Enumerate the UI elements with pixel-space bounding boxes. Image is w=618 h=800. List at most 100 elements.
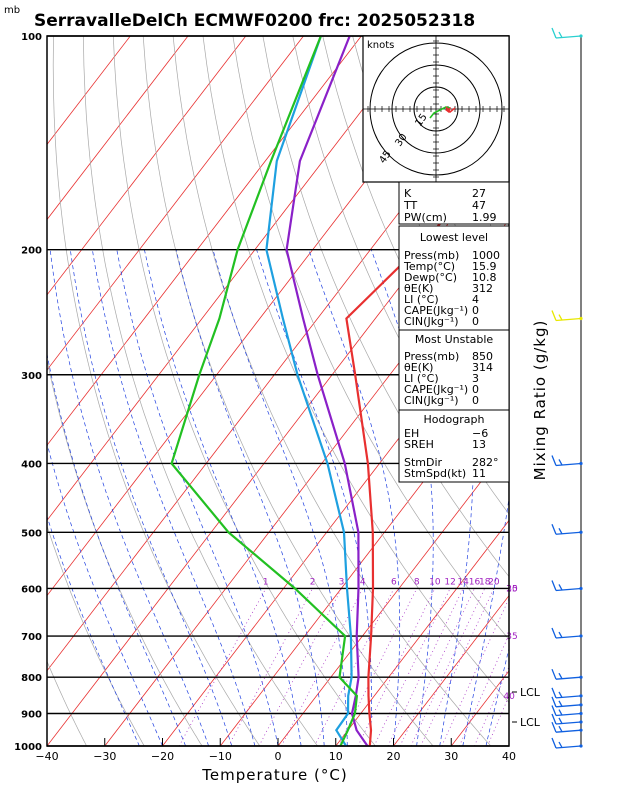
hodograph-inset: knots 15 30 45 <box>362 35 510 183</box>
hodograph-stats-panel: Hodograph EH −6 SREH 13 StmDir 282° StmS… <box>398 409 510 483</box>
hs-sreh-label: SREH <box>404 438 434 451</box>
mu-cape-value: 0 <box>472 383 479 396</box>
index-tt-value: 47 <box>472 199 486 212</box>
dry-adiabat-line <box>592 36 618 746</box>
wind-barb-shaft <box>555 729 582 733</box>
wind-barb <box>551 310 583 322</box>
hs-stmspd-label: StmSpd(kt) <box>404 467 466 480</box>
mixing-ratio-label: 14 <box>457 578 469 588</box>
pressure-tick-label: 1000 <box>14 742 42 753</box>
ll-press-value: 1000 <box>472 249 500 262</box>
temp-tick-label: 40 <box>502 750 516 763</box>
wind-barb <box>551 721 583 733</box>
dry-adiabat-line <box>47 524 145 746</box>
moist-adiabat-line <box>116 249 279 746</box>
pressure-tick-label: 600 <box>21 585 42 596</box>
wind-barb-shaft <box>555 712 582 717</box>
y-axis-label: Mixing Ratio (g/kg) <box>531 320 549 481</box>
wind-barb-flag <box>551 721 557 733</box>
moist-adiabat-line <box>462 495 509 746</box>
wind-barb <box>551 580 583 592</box>
wind-barb-flag <box>551 687 557 699</box>
moist-adiabat-line <box>212 249 348 746</box>
isotherm-line <box>393 594 509 746</box>
dry-adiabat-line <box>47 358 203 746</box>
mu-thetae-value: 314 <box>472 361 493 374</box>
lowest-level-heading: Lowest level <box>420 231 488 244</box>
wind-barb-flag <box>558 459 563 466</box>
pressure-tick-label: 900 <box>21 710 42 721</box>
pressure-tick-label: 300 <box>21 371 42 382</box>
index-tt-label: TT <box>403 199 418 212</box>
most-unstable-box <box>398 329 510 411</box>
pressure-tick-label: 700 <box>21 632 42 643</box>
isotherm-line <box>47 36 362 446</box>
wind-barb-flag <box>551 627 557 639</box>
isotherm-line <box>47 36 304 371</box>
mixing-ratio-label: 1 <box>263 578 269 588</box>
hodograph-ring-45 <box>369 42 503 176</box>
wind-barb-flag <box>551 737 557 749</box>
temp-tick-label: 10 <box>329 750 343 763</box>
mixing-ratio-label: 3 <box>339 578 345 588</box>
ll-thetae-value: 312 <box>472 282 493 295</box>
wind-barb-flag <box>551 580 557 591</box>
ll-temp-label: Temp(°C) <box>403 260 455 273</box>
wind-barb-shaft <box>555 695 582 699</box>
moist-adiabat-line <box>175 249 325 746</box>
ll-cape-value: 0 <box>472 304 479 317</box>
dry-adiabat-line <box>292 36 509 515</box>
isotherm-line <box>508 745 509 746</box>
dry-adiabat-line <box>232 36 509 640</box>
isotherm-line <box>47 36 420 522</box>
mixing-ratio-label: 30 <box>506 585 518 595</box>
mixing-ratio-line <box>420 588 495 746</box>
mixing-ratio-label: 2 <box>310 578 316 588</box>
pressure-unit-label: mb <box>4 5 20 16</box>
hs-stmdir-label: StmDir <box>404 456 443 469</box>
wind-barb-flag <box>558 741 563 748</box>
wind-barb-shaft <box>555 635 582 639</box>
temp-tick-label: 0 <box>275 750 282 763</box>
wind-barb-shaft <box>555 676 582 680</box>
moist-adiabat-line <box>439 249 474 746</box>
index-pw-value: 1.99 <box>472 211 497 224</box>
index-k-label: K <box>404 187 412 200</box>
ll-cin-value: 0 <box>472 315 479 328</box>
isotherm-line <box>277 444 509 746</box>
lcl-label: LCL <box>520 686 541 699</box>
wind-barb-flag <box>558 709 563 716</box>
ll-cape-label: CAPE(Jkg⁻¹) <box>404 304 468 317</box>
dry-adiabat-line <box>83 36 318 746</box>
wind-barb-shaft <box>555 317 582 322</box>
mixing-ratio-label: 20 <box>488 578 500 588</box>
wind-barb <box>551 668 583 680</box>
wind-barb-flag <box>551 27 557 39</box>
wind-barb <box>551 696 583 708</box>
mixing-ratio-line <box>258 588 342 746</box>
wind-barb-flag <box>558 725 563 732</box>
wind-barb-flag <box>551 668 557 680</box>
mixing-ratio-label: 35 <box>506 632 517 642</box>
pressure-tick-label: 100 <box>21 32 42 43</box>
wind-barb-flag <box>558 314 563 321</box>
temp-tick-label: 30 <box>444 750 458 763</box>
wind-barb-shaft <box>555 531 582 535</box>
ll-thetae-label: θE(K) <box>404 282 433 295</box>
dry-adiabat-line <box>262 36 509 578</box>
mu-thetae-label: θE(K) <box>404 361 433 374</box>
hodograph-stats-box <box>398 409 510 483</box>
isotherm-line <box>47 36 247 296</box>
wind-barb-flag <box>558 527 563 535</box>
wind-barb-flag <box>551 713 557 725</box>
wind-barb-flag <box>551 705 557 716</box>
ll-cin-label: CIN(Jkg⁻¹) <box>404 315 459 328</box>
mixing-ratio-label: 8 <box>414 578 420 588</box>
hs-eh-value: −6 <box>472 427 488 440</box>
temp-tick-label: −40 <box>35 750 58 763</box>
pressure-axis: 100 200 300 400 500 600 700 800 900 1000 <box>14 32 42 753</box>
wind-barb <box>551 687 583 699</box>
storm-motion-marker <box>445 107 451 113</box>
